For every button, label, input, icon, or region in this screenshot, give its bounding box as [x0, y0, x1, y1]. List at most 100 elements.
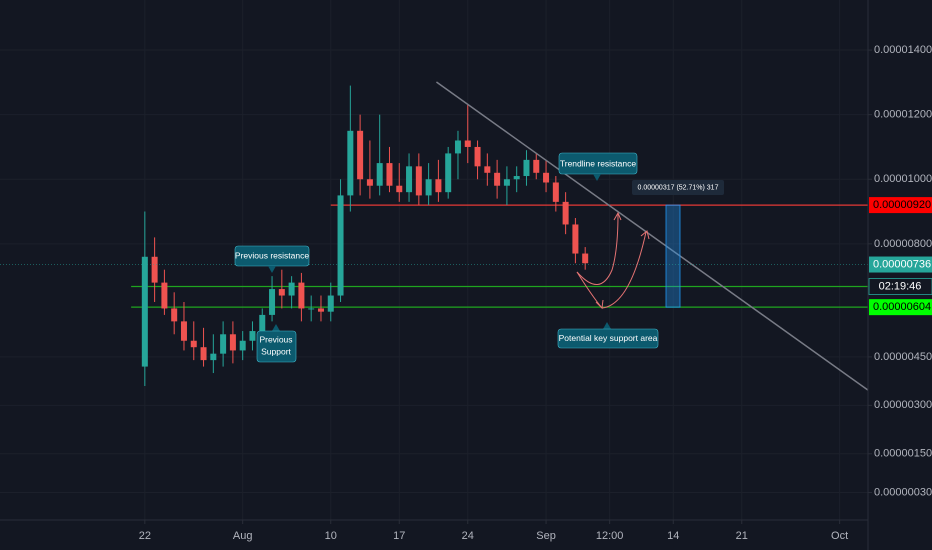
measure-text: 0.00000317 (52.71%) 317 [638, 184, 719, 191]
axes: 0.00001400 0.00001200 0.00001000 0.00000800… [139, 44, 932, 542]
candle-body [523, 159, 530, 177]
x-tick-label: 24 [462, 530, 474, 542]
candle-body [347, 130, 354, 196]
candle-body [298, 282, 305, 309]
candle-body [552, 182, 559, 202]
candle-body [494, 172, 501, 186]
grid [0, 0, 868, 520]
candle-body [278, 289, 285, 296]
candle-body [357, 130, 364, 180]
price-label: 0.00000736 [873, 258, 931, 270]
candle-body [464, 140, 471, 147]
candle-body [190, 340, 197, 348]
candle-body [317, 308, 324, 312]
arrow-head [640, 230, 650, 240]
y-tick-label: 0.00001000 [874, 173, 932, 185]
candle-body [308, 308, 315, 310]
measure-label-box [632, 180, 724, 195]
y-tick-label: 0.00001200 [874, 109, 932, 121]
candle-body [415, 166, 422, 196]
y-tick-label: 0.00000450 [874, 351, 932, 363]
price-label-box [869, 197, 932, 214]
measure-label: 0.00000317 (52.71%) 317 [632, 180, 724, 195]
callout: Potential key support area [557, 322, 659, 349]
candle-body [327, 295, 334, 312]
callout-pointer [593, 174, 601, 181]
candle-body [249, 331, 256, 341]
callout-text: Potential key support area [559, 333, 658, 343]
x-tick-label: 14 [667, 530, 679, 542]
y-tick-label: 0.00000150 [874, 448, 932, 460]
callout: Previous resistance [234, 245, 309, 273]
plot [0, 81, 869, 391]
callout-pointer [603, 322, 611, 329]
price-label-box [869, 299, 932, 316]
countdown: 02:19:46 [879, 280, 922, 292]
callout-pointer [272, 324, 280, 331]
x-tick-label: 21 [736, 530, 748, 542]
x-tick-label: Aug [233, 530, 253, 542]
candle-body [229, 334, 236, 351]
arrow-head [613, 211, 622, 221]
candle-body [533, 159, 540, 173]
y-tick-label: 0.00000030 [874, 486, 932, 498]
forecast-arrows [576, 211, 650, 310]
price-label: 0.00000604 [873, 301, 931, 313]
y-tick-label: 0.00000300 [874, 399, 932, 411]
candle-body [386, 163, 393, 186]
candle-body [259, 314, 266, 332]
candle-body [366, 179, 373, 186]
candle-body [513, 176, 520, 180]
candle-body [484, 166, 491, 173]
x-tick-label: 17 [393, 530, 405, 542]
candle-body [406, 166, 413, 193]
candle-body [396, 185, 403, 193]
candle-body [572, 224, 579, 254]
candle-body [288, 282, 295, 296]
candle-body [161, 282, 168, 309]
y-tick-label: 0.00001400 [874, 44, 932, 56]
callout-pointer [268, 266, 276, 273]
candle-body [180, 321, 187, 341]
candle-body [239, 340, 246, 351]
callout-text: Previous [259, 334, 292, 344]
candle-body [220, 334, 227, 354]
candle-body [582, 253, 589, 264]
price-label: 0.00000920 [873, 199, 931, 211]
callout-box [557, 328, 659, 349]
candle-body [454, 140, 461, 154]
candle-body [210, 353, 217, 361]
callout-box [256, 330, 297, 363]
candle-body [200, 347, 207, 361]
candle-body [376, 163, 383, 186]
arrow [576, 213, 619, 285]
x-tick-label: 10 [325, 530, 337, 542]
x-tick-label: 22 [139, 530, 151, 542]
trendline [436, 81, 869, 391]
callout-text: Trendline resistance [560, 158, 636, 168]
candle-body [337, 195, 344, 296]
callout-text: Support [261, 346, 291, 356]
candle-body [562, 201, 569, 225]
callout: Trendline resistance [558, 152, 638, 181]
candle-body [171, 308, 178, 322]
candle-body [445, 153, 452, 193]
candle-body [141, 256, 148, 367]
candle-body [425, 179, 432, 196]
callout-text: Previous resistance [235, 250, 309, 260]
candle-body [543, 172, 550, 183]
candle-body [269, 289, 276, 315]
arrow [601, 231, 647, 309]
measure-box [665, 204, 681, 308]
x-tick-label: 12:00 [596, 530, 624, 542]
candle-body [503, 179, 510, 186]
price-label-box [869, 256, 932, 273]
candle-body [435, 179, 442, 193]
candle-body [151, 256, 158, 283]
y-tick-label: 0.00000800 [874, 238, 932, 250]
x-tick-label: Sep [536, 530, 556, 542]
x-tick-label: Oct [831, 530, 848, 542]
countdown-box [868, 278, 932, 295]
